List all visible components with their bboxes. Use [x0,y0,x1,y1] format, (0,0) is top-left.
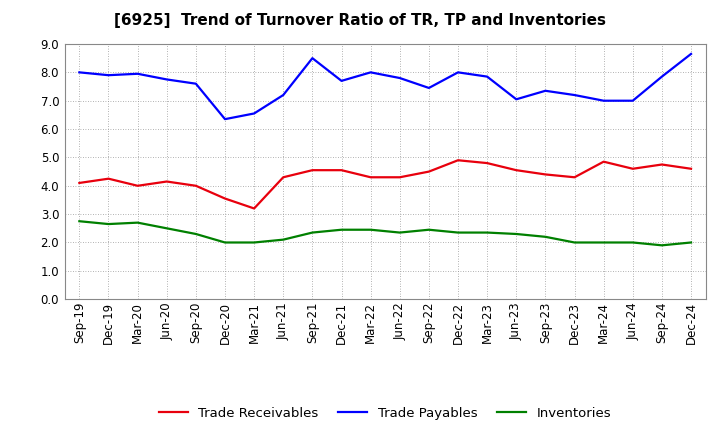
Trade Receivables [657,162,666,167]
Trade Receivables [337,168,346,173]
Inventories [163,226,171,231]
Inventories [687,240,696,245]
Trade Receivables [308,168,317,173]
Inventories [75,219,84,224]
Trade Receivables [512,168,521,173]
Trade Receivables [220,196,229,201]
Legend: Trade Receivables, Trade Payables, Inventories: Trade Receivables, Trade Payables, Inven… [153,402,617,425]
Inventories [337,227,346,232]
Trade Payables [541,88,550,93]
Inventories [395,230,404,235]
Trade Payables [220,117,229,122]
Trade Payables [250,111,258,116]
Trade Receivables [163,179,171,184]
Trade Receivables [425,169,433,174]
Trade Payables [279,92,287,98]
Trade Payables [425,85,433,91]
Inventories [657,243,666,248]
Inventories [629,240,637,245]
Trade Payables [599,98,608,103]
Inventories [366,227,375,232]
Trade Receivables [279,175,287,180]
Inventories [279,237,287,242]
Trade Payables [75,70,84,75]
Trade Receivables [395,175,404,180]
Trade Receivables [454,158,462,163]
Trade Payables [512,97,521,102]
Trade Receivables [104,176,113,181]
Trade Receivables [541,172,550,177]
Trade Payables [308,55,317,61]
Inventories [133,220,142,225]
Inventories [308,230,317,235]
Trade Receivables [250,206,258,211]
Trade Payables [395,75,404,81]
Inventories [599,240,608,245]
Trade Payables [337,78,346,84]
Inventories [454,230,462,235]
Trade Payables [104,73,113,78]
Trade Receivables [599,159,608,164]
Inventories [570,240,579,245]
Trade Receivables [75,180,84,186]
Trade Receivables [570,175,579,180]
Trade Payables [570,92,579,98]
Line: Trade Payables: Trade Payables [79,54,691,119]
Trade Payables [687,51,696,57]
Line: Trade Receivables: Trade Receivables [79,160,691,209]
Trade Payables [163,77,171,82]
Trade Receivables [687,166,696,172]
Trade Payables [657,74,666,79]
Line: Inventories: Inventories [79,221,691,246]
Text: [6925]  Trend of Turnover Ratio of TR, TP and Inventories: [6925] Trend of Turnover Ratio of TR, TP… [114,13,606,28]
Trade Payables [629,98,637,103]
Trade Payables [454,70,462,75]
Inventories [483,230,492,235]
Trade Payables [133,71,142,77]
Trade Receivables [366,175,375,180]
Inventories [192,231,200,237]
Trade Payables [366,70,375,75]
Inventories [104,221,113,227]
Trade Receivables [629,166,637,172]
Trade Receivables [483,161,492,166]
Trade Receivables [192,183,200,188]
Inventories [541,234,550,239]
Inventories [425,227,433,232]
Inventories [512,231,521,237]
Inventories [220,240,229,245]
Trade Receivables [133,183,142,188]
Trade Payables [192,81,200,86]
Inventories [250,240,258,245]
Trade Payables [483,74,492,79]
